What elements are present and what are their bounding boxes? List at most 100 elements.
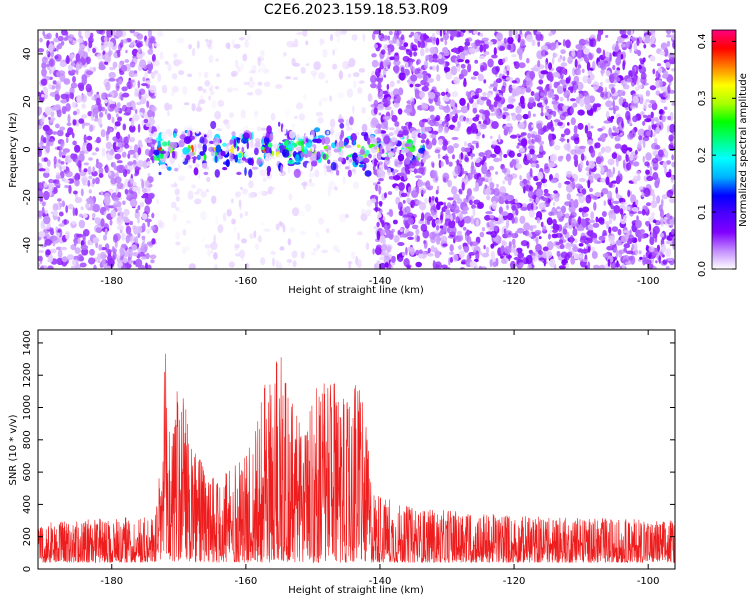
heatmap-cell [107, 113, 112, 121]
heatmap-cell [556, 250, 561, 257]
heatmap-cell [45, 249, 51, 256]
heatmap-cell [577, 216, 582, 225]
heatmap-cell [394, 121, 400, 127]
heatmap-cell [201, 162, 208, 169]
heatmap-cell [620, 79, 628, 86]
heatmap-cell [150, 95, 156, 99]
chart-title: C2E6.2023.159.18.53.R09 [263, 2, 449, 18]
heatmap-cell [44, 106, 53, 116]
heatmap-cell [613, 107, 616, 115]
heatmap-cell [322, 153, 327, 160]
heatmap-cell [350, 251, 356, 260]
heatmap-cell [152, 131, 159, 139]
heatmap-cell [652, 68, 656, 75]
heatmap-cell [499, 154, 503, 162]
heatmap-cell [434, 219, 442, 225]
heatmap-cell [323, 166, 327, 177]
heatmap-cell [486, 99, 492, 107]
heatmap-cell [431, 133, 437, 139]
heatmap-cell [242, 53, 248, 62]
heatmap-cell [457, 45, 465, 53]
heatmap-cell [531, 124, 535, 128]
heatmap-cell [638, 64, 642, 70]
heatmap-cell [309, 178, 312, 184]
heatmap-cell [310, 251, 317, 256]
heatmap-cell [352, 152, 358, 162]
heatmap-cell [544, 99, 548, 105]
heatmap-cell [485, 211, 493, 215]
heatmap-cell [312, 73, 316, 80]
heatmap-cell [43, 182, 48, 188]
heatmap-cell [665, 240, 673, 245]
heatmap-cell [573, 154, 578, 162]
heatmap-cell [54, 93, 60, 101]
heatmap-cell [41, 202, 46, 207]
heatmap-cell [232, 87, 239, 92]
heatmap-cell [378, 201, 383, 205]
heatmap-cell [538, 257, 545, 261]
heatmap-cell [552, 52, 557, 58]
heatmap-cell [72, 140, 77, 146]
heatmap-cell [146, 100, 150, 108]
heatmap-cell [544, 51, 549, 56]
heatmap-cell [468, 30, 473, 34]
heatmap-cell [81, 103, 86, 109]
heatmap-cell [156, 212, 160, 217]
heatmap-cell [387, 191, 393, 196]
heatmap-cell [483, 43, 487, 53]
heatmap-cell [503, 246, 512, 254]
heatmap-cell [61, 154, 66, 159]
heatmap-cell [630, 160, 634, 166]
heatmap-cell [374, 138, 378, 144]
heatmap-cell [117, 225, 124, 231]
heatmap-cell [367, 116, 373, 120]
heatmap-cell [507, 177, 512, 186]
heatmap-cell [210, 120, 217, 130]
heatmap-cell [495, 78, 502, 84]
heatmap-cell [412, 158, 417, 166]
heatmap-cell [494, 217, 499, 221]
heatmap-cell [127, 248, 133, 258]
heatmap-cell [107, 258, 115, 267]
heatmap-cell [442, 243, 448, 247]
heatmap-cell [287, 238, 292, 246]
heatmap-cell [56, 129, 64, 137]
x-tick-label: -180 [100, 276, 123, 287]
heatmap-cell [325, 165, 333, 173]
heatmap-cell [188, 44, 193, 50]
heatmap-cell [87, 242, 94, 246]
heatmap-cell [657, 73, 661, 79]
heatmap-cell [362, 166, 366, 171]
heatmap-cell [564, 253, 570, 261]
heatmap-cell [463, 45, 469, 51]
heatmap-cell [72, 76, 76, 83]
heatmap-cell [400, 66, 405, 74]
heatmap-cell [116, 182, 124, 190]
heatmap-cell [226, 208, 232, 217]
snr-y-axis-label: SNR (10 * v/v) [8, 414, 19, 485]
heatmap-cell [667, 84, 671, 94]
heatmap-cell [613, 205, 621, 214]
heatmap-cell [531, 39, 536, 47]
heatmap-cell [466, 117, 469, 122]
heatmap-cell [56, 80, 62, 85]
heatmap-cell [601, 187, 609, 195]
heatmap-cell [478, 109, 485, 114]
heatmap-cell [263, 81, 271, 87]
heatmap-cell [377, 161, 383, 165]
heatmap-cell [661, 198, 664, 207]
heatmap-cell [330, 161, 337, 171]
heatmap-cell [338, 162, 342, 170]
heatmap-cell [404, 148, 409, 153]
heatmap-cell [137, 147, 142, 156]
heatmap-cell [578, 177, 586, 182]
heatmap-cell [82, 51, 88, 59]
heatmap-cell [574, 145, 579, 151]
heatmap-cell [402, 140, 407, 149]
heatmap-cell [622, 59, 626, 67]
heatmap-cell [367, 93, 373, 102]
heatmap-cell [637, 128, 646, 138]
heatmap-cell [636, 174, 641, 181]
heatmap-cell [111, 246, 115, 253]
